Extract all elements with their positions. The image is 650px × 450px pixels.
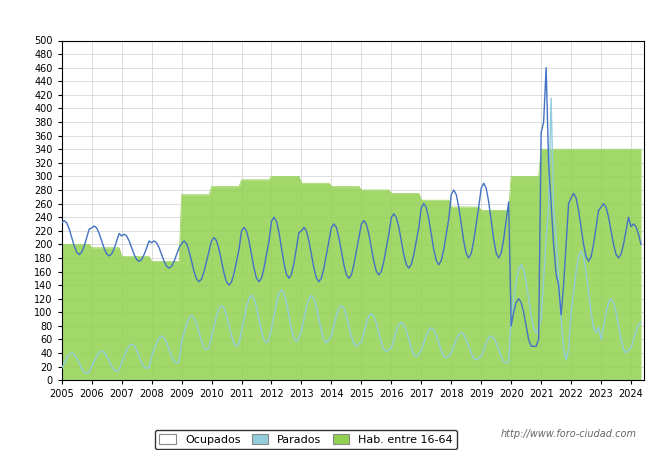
Legend: Ocupados, Parados, Hab. entre 16-64: Ocupados, Parados, Hab. entre 16-64 bbox=[155, 430, 457, 450]
Text: Chiprana - Evolucion de la poblacion en edad de Trabajar Mayo de 2024: Chiprana - Evolucion de la poblacion en … bbox=[99, 13, 551, 26]
Text: http://www.foro-ciudad.com: http://www.foro-ciudad.com bbox=[501, 429, 637, 439]
